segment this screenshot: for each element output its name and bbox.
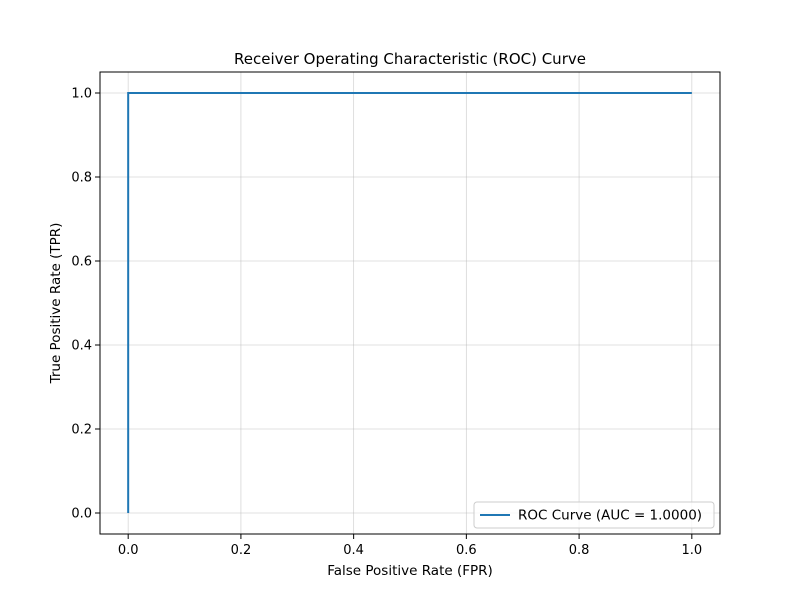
legend-box	[473, 501, 715, 529]
y-tick-label: 0.4	[71, 339, 92, 354]
y-axis-ticks: 0.0 0.2 0.4 0.6 0.8 1.0	[71, 87, 100, 522]
x-axis-label: False Positive Rate (FPR)	[327, 563, 493, 579]
plot-frame	[99, 71, 721, 535]
y-tick-label: 1.0	[71, 87, 92, 102]
legend-label: ROC Curve (AUC = 1.0000)	[518, 508, 702, 524]
x-tick-label: 0.8	[569, 543, 590, 558]
y-tick-label: 0.6	[71, 255, 92, 270]
y-axis-label: True Positive Rate (TPR)	[48, 223, 64, 385]
y-tick-label: 0.0	[71, 507, 92, 522]
x-tick-label: 0.4	[343, 543, 364, 558]
legend: ROC Curve (AUC = 1.0000)	[473, 501, 715, 529]
x-tick-label: 0.6	[456, 543, 477, 558]
x-tick-label: 0.0	[118, 543, 139, 558]
x-axis-ticks: 0.0 0.2 0.4 0.6 0.8 1.0	[118, 534, 702, 558]
series-layer	[127, 92, 692, 513]
y-tick-label: 0.2	[71, 423, 92, 438]
chart-title: Receiver Operating Characteristic (ROC) …	[234, 50, 586, 68]
x-tick-label: 0.2	[231, 543, 252, 558]
grid	[100, 72, 720, 534]
y-tick-label: 0.8	[71, 171, 92, 186]
x-tick-label: 1.0	[681, 543, 702, 558]
roc-curve-line	[127, 92, 692, 513]
